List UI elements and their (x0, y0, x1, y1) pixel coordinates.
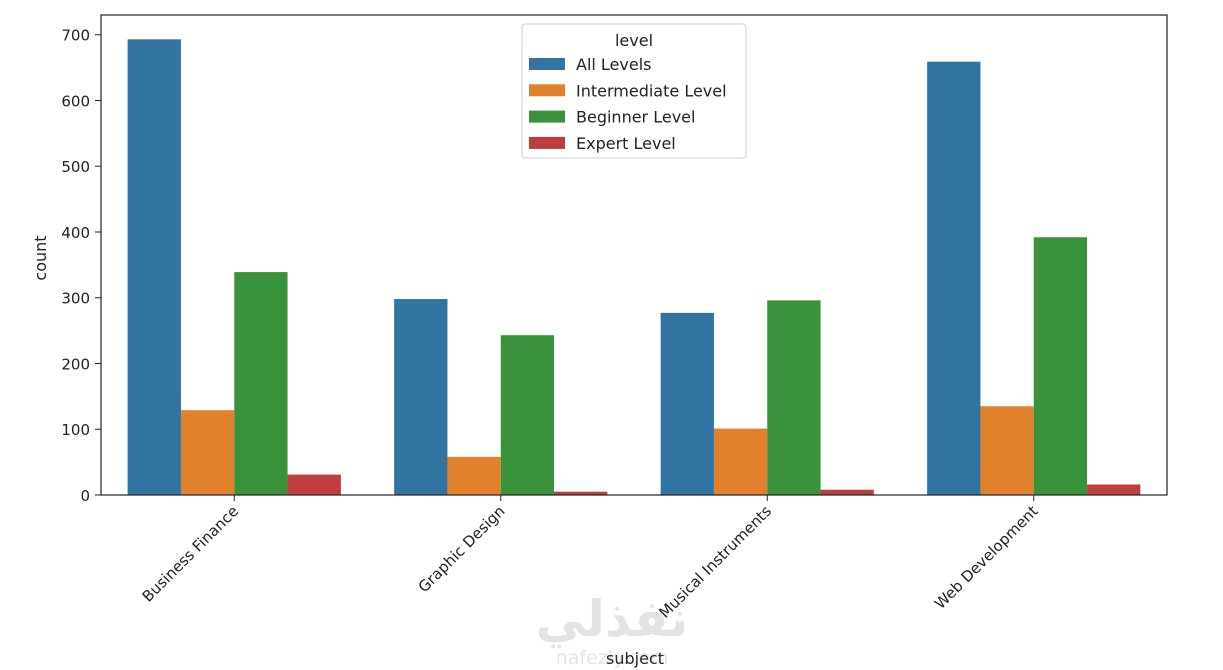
legend-entry-label: Expert Level (576, 134, 676, 153)
bar (820, 489, 874, 495)
watermark-arabic: نفذلي (535, 590, 688, 648)
y-tick-label: 100 (61, 421, 90, 439)
legend-entry-label: Intermediate Level (576, 81, 727, 100)
y-tick-label: 500 (61, 158, 90, 176)
legend-items: All Levels Intermediate Level Beginner Lev… (529, 55, 727, 153)
y-tick-label: 200 (61, 355, 90, 373)
y-tick-label: 0 (80, 487, 90, 505)
legend-title: level (615, 31, 653, 50)
bar (500, 335, 555, 495)
y-axis-label: count (31, 235, 50, 280)
y-tick-label: 300 (61, 290, 90, 308)
x-axis-label: subject (606, 649, 664, 668)
watermark: نفذلي nafezly.com (535, 590, 688, 669)
legend-box (521, 23, 747, 159)
y-tick-label: 400 (61, 224, 90, 242)
axes-frame (100, 14, 1168, 496)
legend: level All Levels Intermediate Level Beginn… (521, 23, 747, 159)
legend-entry-label: Beginner Level (576, 108, 695, 127)
bar (180, 410, 235, 495)
y-tick-label: 700 (61, 27, 90, 45)
legend-entry-label: All Levels (576, 55, 652, 74)
x-tick-label: Business Finance (139, 502, 242, 605)
x-tick-label: Graphic Design (415, 502, 509, 596)
bar (660, 312, 714, 495)
bar (713, 428, 768, 495)
bar (394, 299, 448, 495)
bar (980, 406, 1034, 495)
bar (447, 456, 501, 495)
bar (554, 491, 608, 495)
legend-swatch (529, 136, 565, 149)
legend-swatch (529, 84, 565, 97)
bar (927, 61, 981, 495)
bar (287, 474, 341, 495)
legend-swatch (529, 110, 565, 123)
bar (1033, 237, 1088, 495)
legend-swatch (529, 58, 565, 70)
bar (234, 272, 288, 495)
watermark-latin: nafezly.com (556, 647, 668, 669)
bar (767, 300, 821, 495)
bars-layer (127, 39, 1141, 495)
y-tick-label: 600 (61, 92, 90, 110)
bar (127, 39, 181, 495)
x-tick-label: Web Development (931, 502, 1042, 613)
bar (1087, 484, 1141, 495)
y-axis: 0 100 200 300 400 500 600 700 (61, 27, 101, 505)
